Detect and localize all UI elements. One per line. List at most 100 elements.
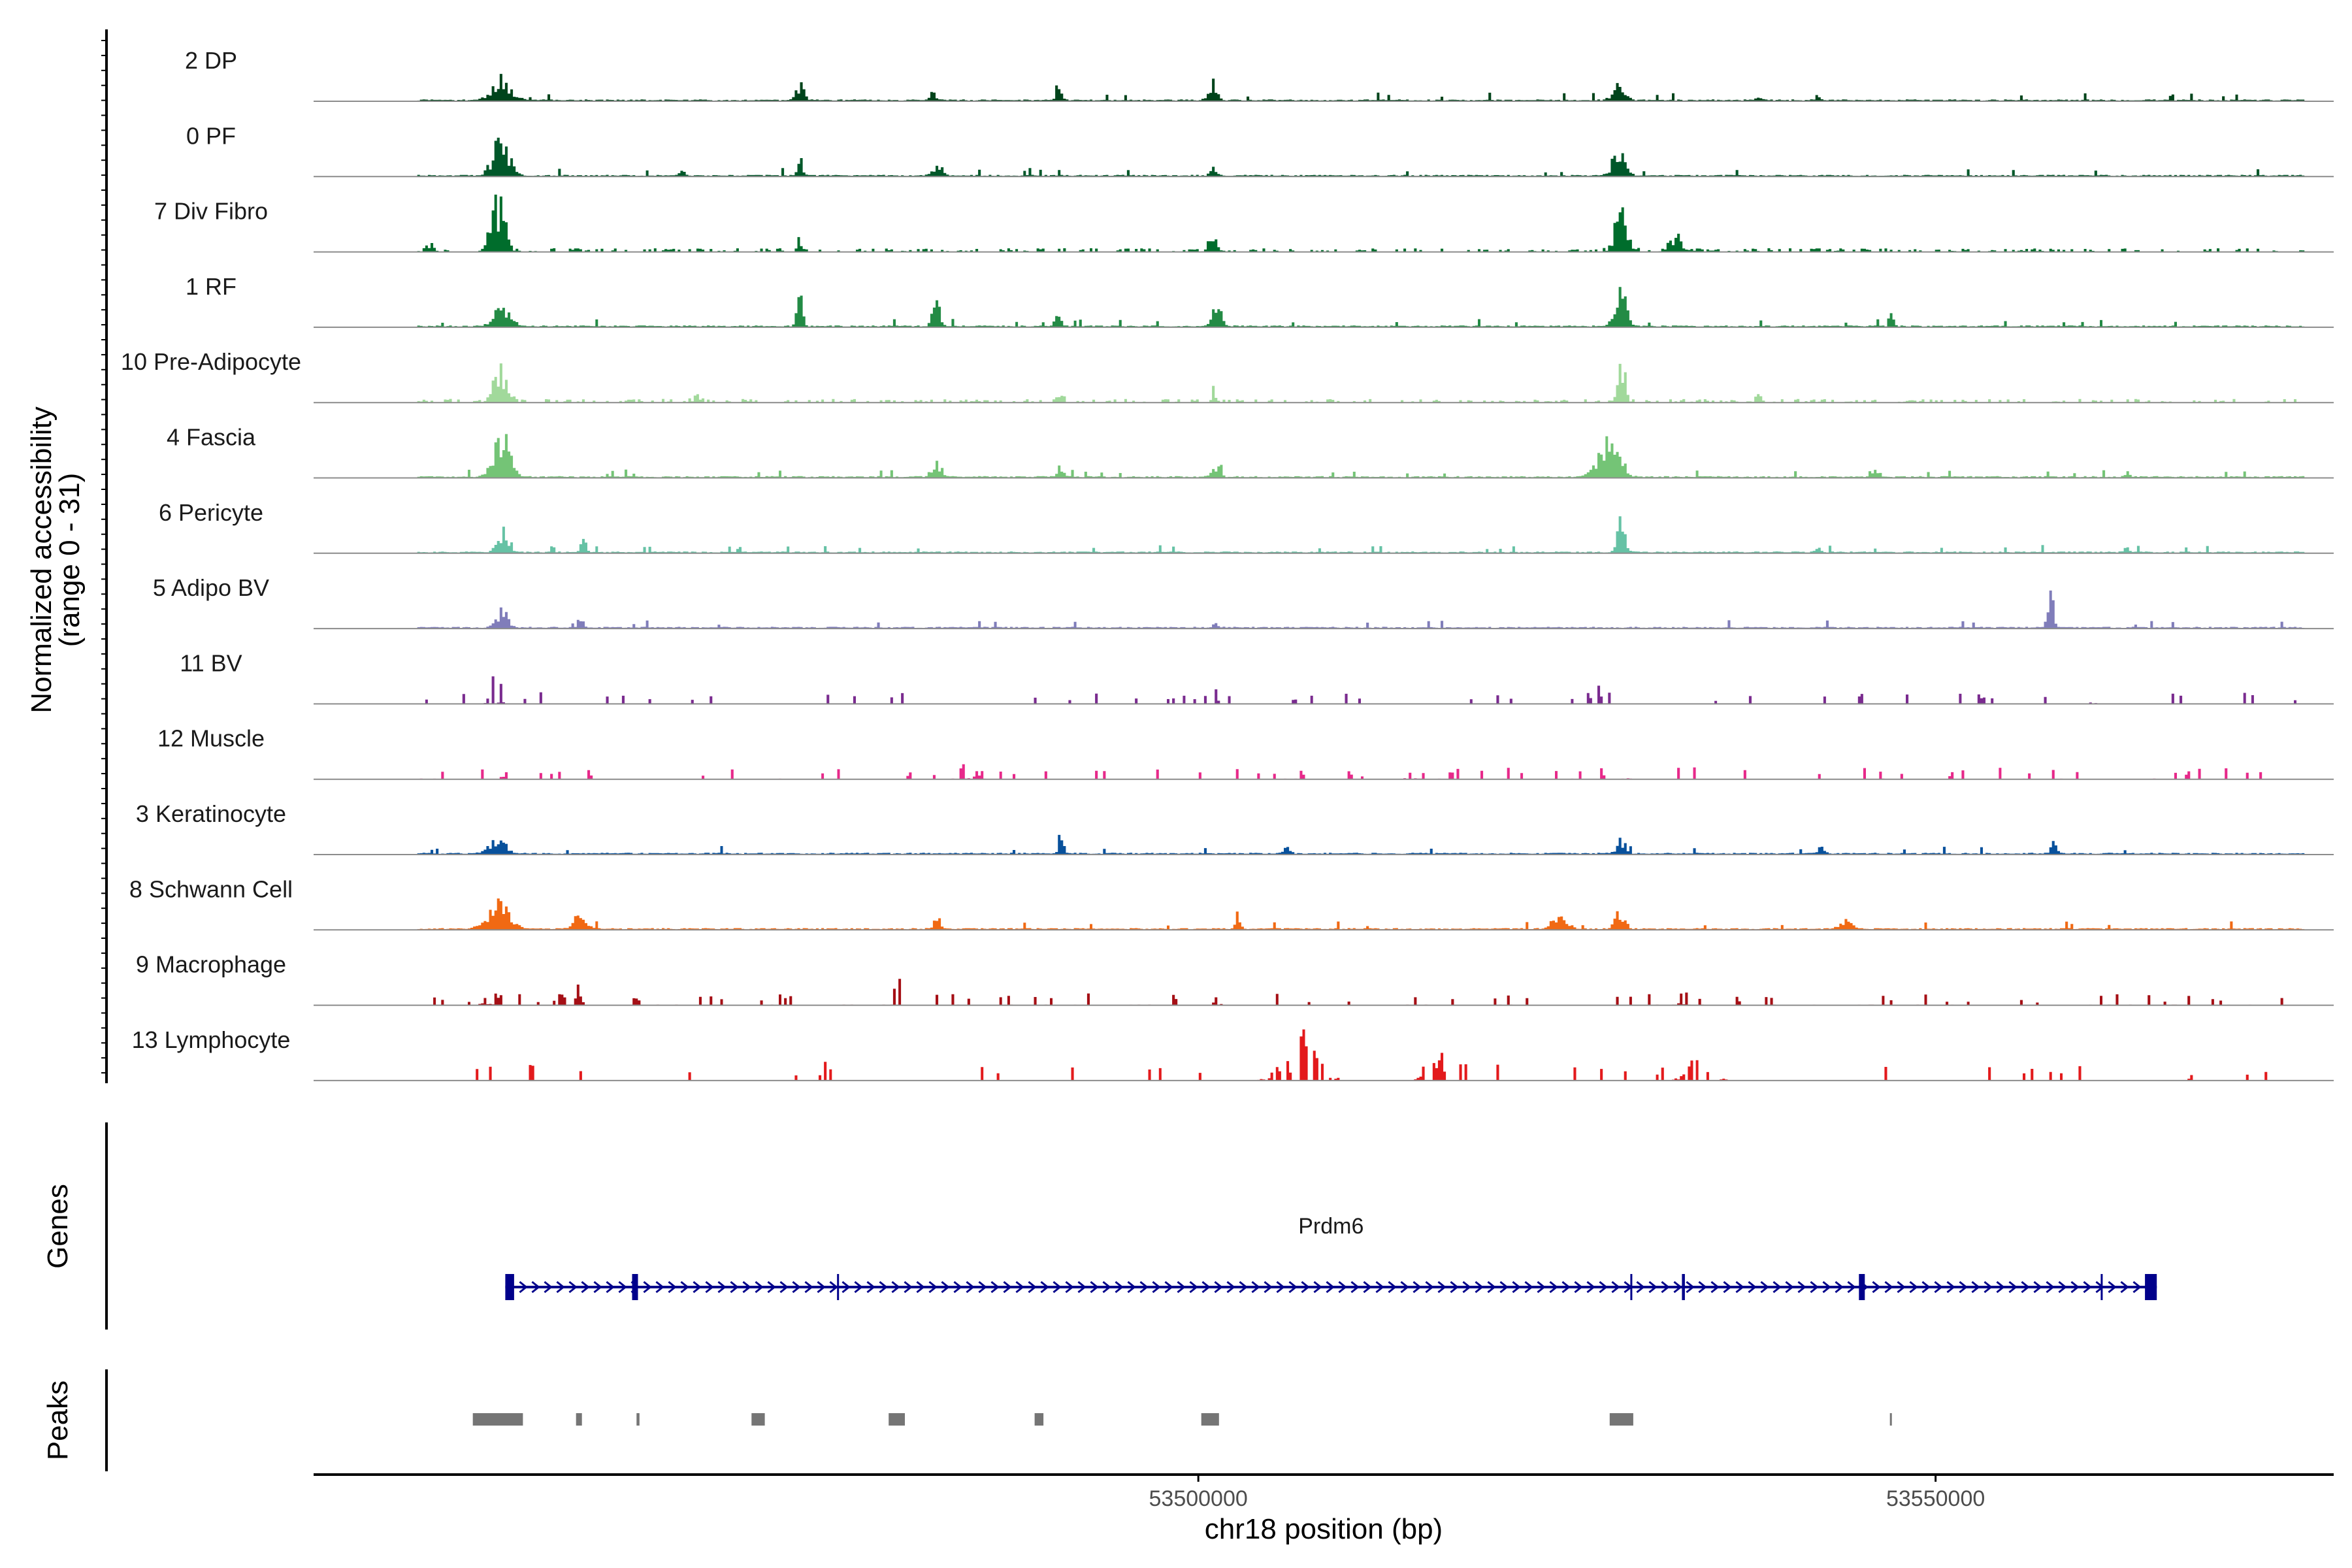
peak-region xyxy=(1034,1413,1044,1426)
gene-exon xyxy=(1682,1274,1685,1300)
coverage-track-label: 8 Schwann Cell xyxy=(129,875,293,902)
gene-strand-chevron xyxy=(1959,1281,1968,1294)
x-tick-label: 53550000 xyxy=(1886,1486,1985,1511)
gene-strand-chevron xyxy=(1561,1281,1571,1294)
gene-strand-chevron xyxy=(1264,1281,1273,1294)
gene-strand-chevron xyxy=(1984,1281,1993,1294)
gene-strand-chevron xyxy=(953,1281,962,1294)
gene-strand-chevron xyxy=(2008,1281,2017,1294)
gene-strand-chevron xyxy=(1884,1281,1893,1294)
gene-strand-chevron xyxy=(1164,1281,1173,1294)
gene-strand-chevron xyxy=(1810,1281,1819,1294)
genes-y-title: Genes xyxy=(42,1184,74,1269)
gene-strand-chevron xyxy=(891,1281,900,1294)
gene-strand-chevron xyxy=(1201,1281,1211,1294)
coverage-track-label: 7 Div Fibro xyxy=(154,198,268,225)
gene-strand-chevron xyxy=(1003,1281,1012,1294)
gene-strand-chevron xyxy=(1673,1281,1682,1294)
peak-region xyxy=(576,1413,582,1426)
gene-strand-chevron xyxy=(1723,1281,1732,1294)
gene-strand-chevron xyxy=(1946,1281,1955,1294)
coverage-y-title: Normalized accessibility xyxy=(25,406,57,713)
gene-strand-chevron xyxy=(1710,1281,1720,1294)
gene-strand-chevron xyxy=(1748,1281,1757,1294)
gene-exon xyxy=(632,1274,638,1300)
gene-strand-chevron xyxy=(941,1281,950,1294)
peak-region xyxy=(1609,1413,1633,1426)
gene-strand-chevron xyxy=(928,1281,938,1294)
gene-strand-chevron xyxy=(1326,1281,1335,1294)
gene-strand-chevron xyxy=(1214,1281,1223,1294)
coverage-area xyxy=(314,1029,2334,1081)
gene-strand-chevron xyxy=(1028,1281,1037,1294)
gene-strand-chevron xyxy=(730,1281,739,1294)
peak-region xyxy=(889,1413,905,1426)
coverage-track-label: 0 PF xyxy=(186,122,236,149)
coverage-area xyxy=(314,764,2334,779)
coverage-y-range: (range 0 - 31) xyxy=(54,473,86,647)
gene-strand-chevron xyxy=(581,1281,590,1294)
coverage-area xyxy=(314,194,2334,252)
gene-strand-chevron xyxy=(1139,1281,1149,1294)
gene-strand-chevron xyxy=(1053,1281,1062,1294)
gene-exon xyxy=(505,1274,514,1300)
gene-strand-chevron xyxy=(1177,1281,1186,1294)
gene-exon xyxy=(1630,1274,1633,1300)
x-axis-title: chr18 position (bp) xyxy=(1205,1513,1443,1545)
coverage-area xyxy=(314,74,2334,101)
gene-strand-chevron xyxy=(1909,1281,1918,1294)
gene-strand-chevron xyxy=(1661,1281,1670,1294)
gene-strand-chevron xyxy=(1152,1281,1161,1294)
gene-exon xyxy=(1859,1274,1865,1300)
gene-exon xyxy=(837,1274,840,1300)
gene-strand-chevron xyxy=(1127,1281,1136,1294)
gene-strand-chevron xyxy=(668,1281,677,1294)
coverage-track-label: 3 Keratinocyte xyxy=(136,800,286,827)
gene-strand-chevron xyxy=(2070,1281,2080,1294)
gene-strand-chevron xyxy=(1450,1281,1459,1294)
gene-strand-chevron xyxy=(680,1281,689,1294)
gene-strand-chevron xyxy=(1251,1281,1260,1294)
gene-strand-chevron xyxy=(693,1281,702,1294)
gene-strand-chevron xyxy=(643,1281,652,1294)
coverage-track-label: 13 Lymphocyte xyxy=(132,1026,291,1053)
gene-strand-chevron xyxy=(1835,1281,1844,1294)
coverage-track: 8 Schwann Cell xyxy=(129,875,2334,931)
x-tick-label: 53500000 xyxy=(1149,1486,1248,1511)
coverage-area xyxy=(314,590,2334,629)
gene-strand-chevron xyxy=(1897,1281,1906,1294)
gene-strand-chevron xyxy=(1462,1281,1471,1294)
gene-strand-chevron xyxy=(544,1281,553,1294)
coverage-area xyxy=(314,137,2334,177)
gene-strand-chevron xyxy=(1015,1281,1024,1294)
gene-strand-chevron xyxy=(1537,1281,1546,1294)
coverage-track-label: 10 Pre-Adipocyte xyxy=(121,348,301,375)
coverage-track: 2 DP xyxy=(185,47,2334,102)
gene-strand-chevron xyxy=(519,1281,528,1294)
coverage-track: 3 Keratinocyte xyxy=(136,800,2334,855)
gene-strand-chevron xyxy=(1425,1281,1434,1294)
gene-strand-chevron xyxy=(2120,1281,2129,1294)
coverage-track-label: 1 RF xyxy=(186,273,237,300)
gene-strand-chevron xyxy=(904,1281,913,1294)
coverage-area xyxy=(314,834,2334,855)
gene-strand-chevron xyxy=(1996,1281,2005,1294)
gene-strand-chevron xyxy=(1971,1281,1980,1294)
gene-strand-chevron xyxy=(1065,1281,1074,1294)
gene-strand-chevron xyxy=(1040,1281,1049,1294)
gene-strand-chevron xyxy=(1524,1281,1533,1294)
gene-exon xyxy=(2100,1274,2103,1300)
gene-strand-chevron xyxy=(1574,1281,1583,1294)
gene-strand-chevron xyxy=(1102,1281,1111,1294)
gene-strand-chevron xyxy=(1698,1281,1707,1294)
gene-strand-chevron xyxy=(2021,1281,2030,1294)
gene-strand-chevron xyxy=(755,1281,764,1294)
coverage-area xyxy=(314,979,2334,1005)
gene-strand-chevron xyxy=(1921,1281,1931,1294)
coverage-area xyxy=(314,676,2334,704)
gene-strand-chevron xyxy=(1599,1281,1608,1294)
gene-strand-chevron xyxy=(1338,1281,1347,1294)
gene-strand-chevron xyxy=(742,1281,751,1294)
gene-strand-chevron xyxy=(966,1281,975,1294)
